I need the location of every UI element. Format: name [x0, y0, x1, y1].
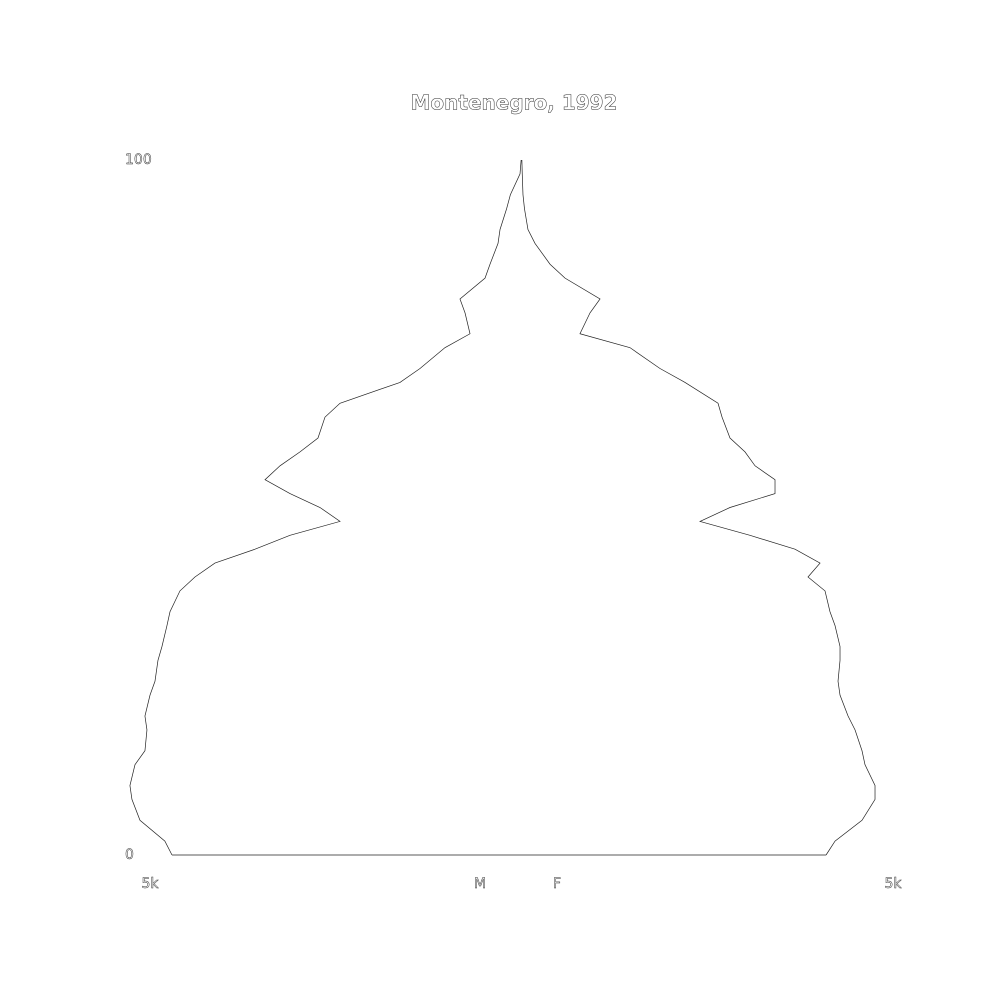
pyramid-fill — [129, 160, 876, 855]
y-tick-label: 100 — [125, 152, 152, 168]
x-tick-label: 5k — [884, 876, 902, 892]
legend-label: F — [553, 876, 561, 892]
population-outline — [521, 159, 876, 856]
y-tick-label: 0 — [125, 847, 134, 863]
legend-label: M — [474, 876, 486, 892]
population-outline — [129, 159, 522, 856]
chart-title: Montenegro, 1992 — [411, 91, 618, 115]
x-tick-label: 5k — [141, 876, 159, 892]
